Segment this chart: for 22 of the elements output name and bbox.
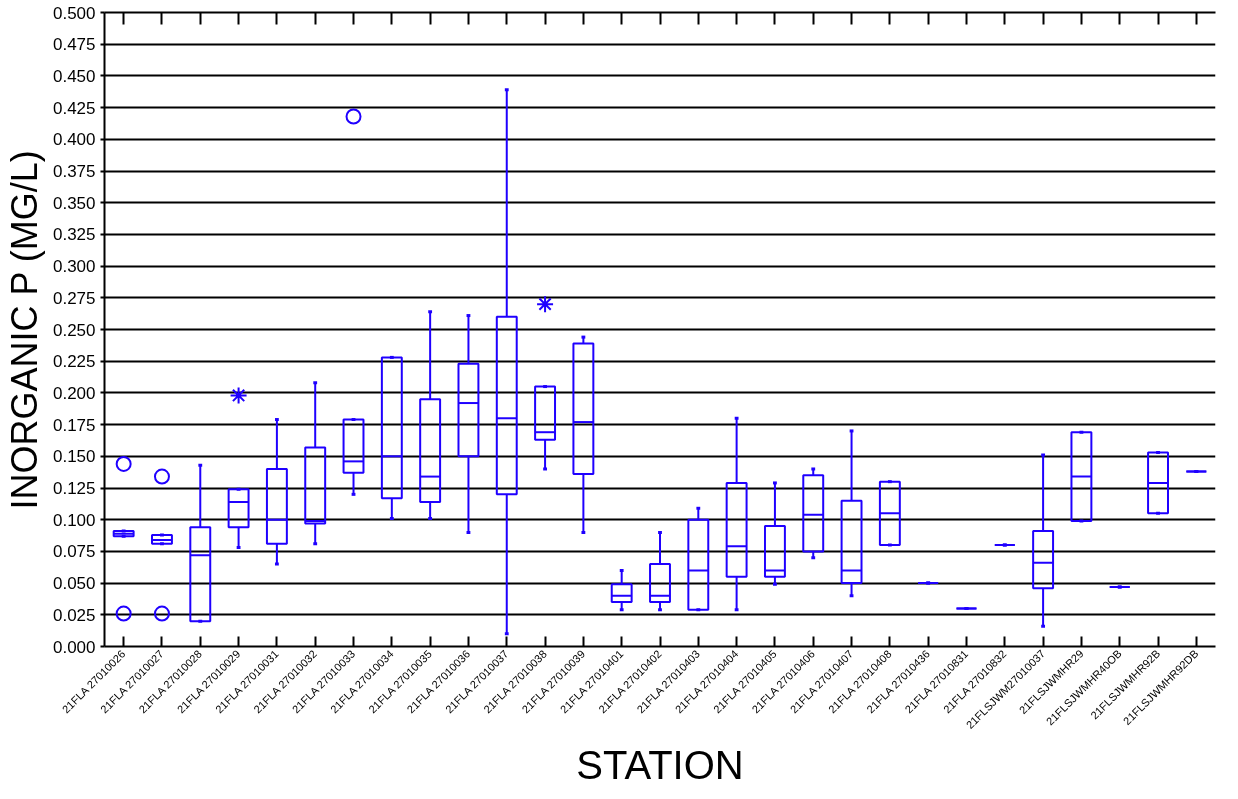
y-tick-label: 0.325 — [52, 225, 96, 245]
y-tick-label: 0.350 — [52, 193, 96, 213]
y-tick-label: 0.500 — [52, 3, 96, 23]
y-tick-label: 0.175 — [52, 415, 96, 435]
y-tick-label: 0.125 — [52, 479, 96, 498]
y-tick-label: 0.150 — [52, 447, 96, 467]
y-tick-label: 0.100 — [52, 510, 96, 530]
y-tick-label: 0.425 — [52, 98, 96, 118]
y-tick-label: 0.075 — [52, 542, 96, 562]
y-tick-label: 0.375 — [52, 162, 96, 181]
x-axis-title: STATION — [576, 743, 744, 788]
y-tick-label: 0.450 — [52, 66, 96, 86]
y-tick-label: 0.475 — [52, 35, 96, 55]
y-tick-label: 0.200 — [52, 383, 96, 403]
y-tick-label: 0.300 — [52, 257, 96, 277]
y-tick-label: 0.225 — [52, 352, 96, 372]
y-tick-label: 0.025 — [52, 605, 96, 625]
y-tick-label: 0.275 — [52, 288, 96, 308]
y-tick-label: 0.250 — [52, 320, 96, 340]
y-tick-label: 0.050 — [52, 574, 96, 594]
y-axis-title: INORGANIC P (MG/L) — [3, 150, 45, 510]
y-tick-label: 0.400 — [52, 130, 96, 150]
